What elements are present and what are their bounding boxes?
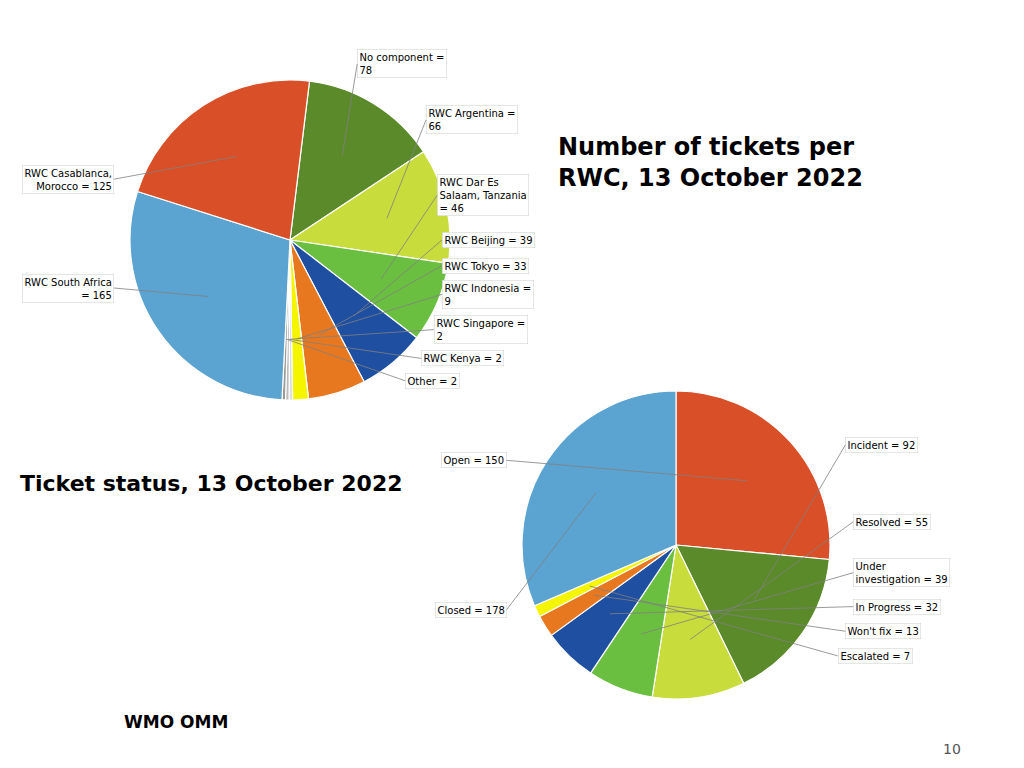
svg-text:RWC South Africa= 165: RWC South Africa= 165 (25, 277, 112, 301)
svg-text:Closed = 178: Closed = 178 (438, 605, 505, 616)
svg-text:Ticket status, 13 October 2022: Ticket status, 13 October 2022 (20, 471, 403, 496)
svg-text:RWC Indonesia =9: RWC Indonesia =9 (445, 283, 532, 307)
svg-text:RWC Argentina =66: RWC Argentina =66 (429, 108, 516, 132)
svg-text:Underinvestigation = 39: Underinvestigation = 39 (856, 561, 948, 585)
svg-text:Number of tickets perRWC, 13 O: Number of tickets perRWC, 13 October 202… (558, 133, 863, 192)
svg-text:10: 10 (943, 741, 961, 757)
svg-text:Escalated = 7: Escalated = 7 (841, 651, 911, 662)
svg-text:RWC Kenya = 2: RWC Kenya = 2 (424, 353, 502, 364)
svg-text:Resolved = 55: Resolved = 55 (856, 517, 929, 528)
svg-text:RWC Tokyo = 33: RWC Tokyo = 33 (445, 261, 527, 272)
svg-text:RWC Casablanca,Morocco = 125: RWC Casablanca,Morocco = 125 (25, 168, 112, 192)
svg-text:Other = 2: Other = 2 (408, 376, 458, 387)
svg-text:RWC Singapore =2: RWC Singapore =2 (437, 318, 526, 342)
svg-text:Open = 150: Open = 150 (444, 455, 505, 466)
svg-text:WMO OMM: WMO OMM (124, 712, 228, 732)
svg-text:Incident = 92: Incident = 92 (848, 440, 916, 451)
svg-text:RWC Dar EsSalaam, Tanzania= 46: RWC Dar EsSalaam, Tanzania= 46 (440, 177, 527, 214)
svg-text:RWC Beijing = 39: RWC Beijing = 39 (445, 235, 533, 246)
svg-text:In Progress = 32: In Progress = 32 (856, 602, 939, 613)
svg-text:Won't fix = 13: Won't fix = 13 (848, 626, 919, 637)
svg-text:No component =78: No component =78 (360, 52, 445, 76)
